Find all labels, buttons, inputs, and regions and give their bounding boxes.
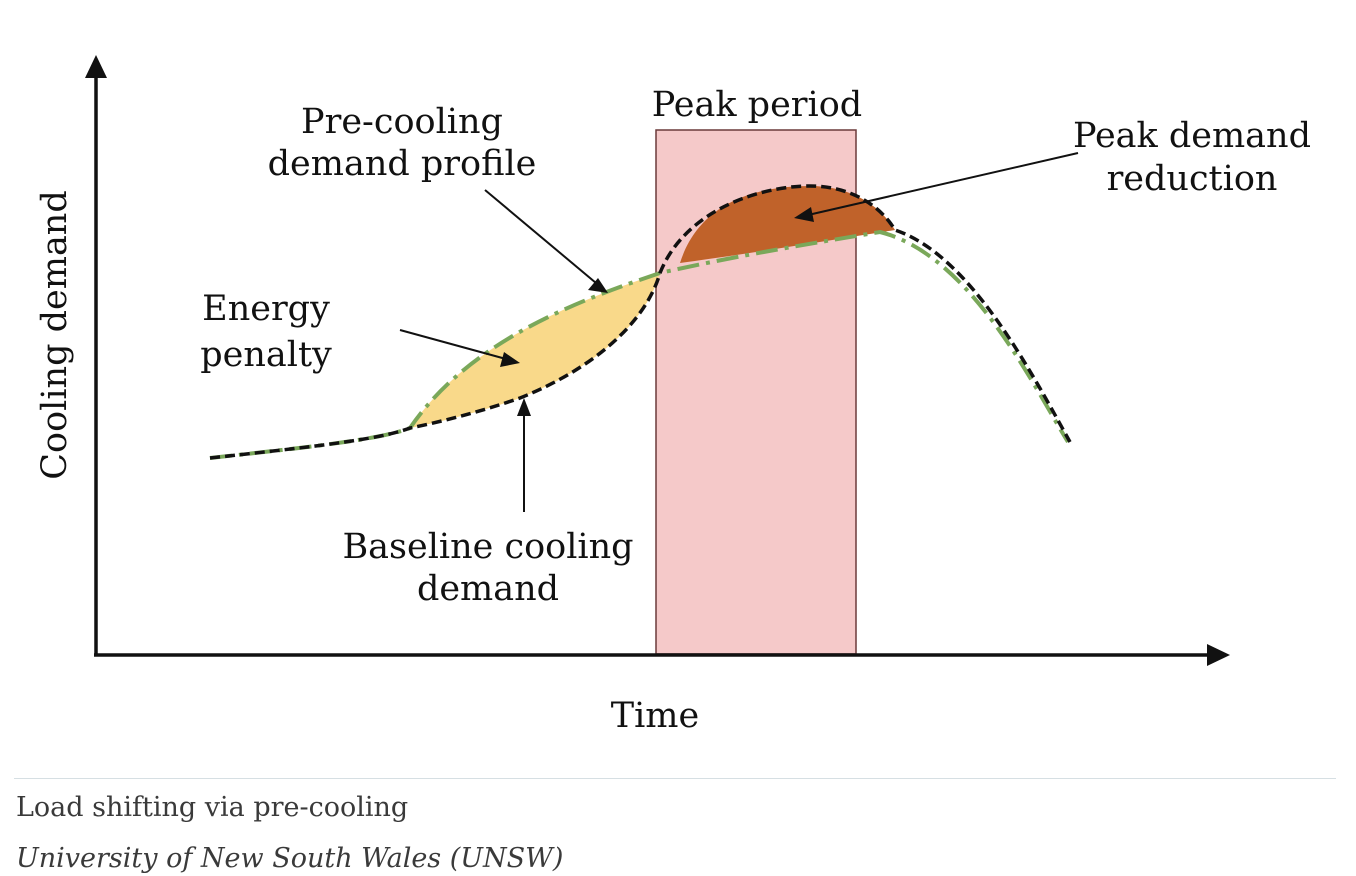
precooling-label-line2: demand profile [268, 144, 537, 184]
load-shifting-diagram: Peak period Pre-cooling demand profile P… [35, 55, 1311, 736]
peak-reduction-label-line2: reduction [1107, 159, 1278, 199]
peak-reduction-label-line1: Peak demand [1073, 116, 1311, 156]
energy-penalty-area [410, 273, 660, 428]
y-axis-label: Cooling demand [35, 190, 75, 480]
peak-period-label: Peak period [652, 85, 862, 125]
figure-credit: University of New South Wales (UNSW) [16, 843, 564, 874]
caption-divider [14, 778, 1336, 779]
baseline-demand-line [209, 184, 1072, 460]
precooling-label-line1: Pre-cooling [301, 102, 503, 142]
energy-penalty-arrow [399, 329, 520, 367]
x-axis-label: Time [611, 696, 699, 736]
energy-penalty-label-line2: penalty [200, 335, 332, 375]
baseline-arrow [517, 398, 531, 512]
baseline-label-line1: Baseline cooling [342, 527, 633, 567]
peak-reduction-arrow [794, 152, 1079, 222]
y-axis-arrowhead [85, 55, 107, 78]
x-axis-arrowhead [1207, 644, 1230, 666]
energy-penalty-label-line1: Energy [202, 289, 330, 329]
baseline-label-line2: demand [417, 569, 559, 609]
precooling-demand-line [209, 229, 1070, 460]
peak-reduction-area [680, 186, 895, 263]
precooling-arrow [484, 189, 608, 293]
figure-caption: Load shifting via pre-cooling [16, 792, 409, 823]
